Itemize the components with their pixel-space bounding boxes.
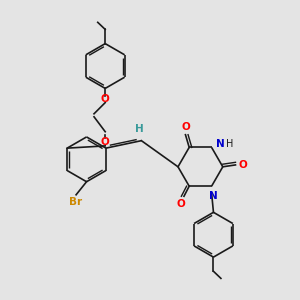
Text: H: H	[135, 124, 144, 134]
Text: H: H	[226, 139, 233, 149]
Text: O: O	[238, 160, 247, 170]
Text: O: O	[181, 122, 190, 132]
Text: O: O	[101, 94, 110, 104]
Text: N: N	[216, 139, 225, 149]
Text: O: O	[101, 137, 110, 147]
Text: O: O	[177, 199, 185, 209]
Text: Br: Br	[69, 197, 82, 207]
Text: N: N	[209, 191, 218, 201]
